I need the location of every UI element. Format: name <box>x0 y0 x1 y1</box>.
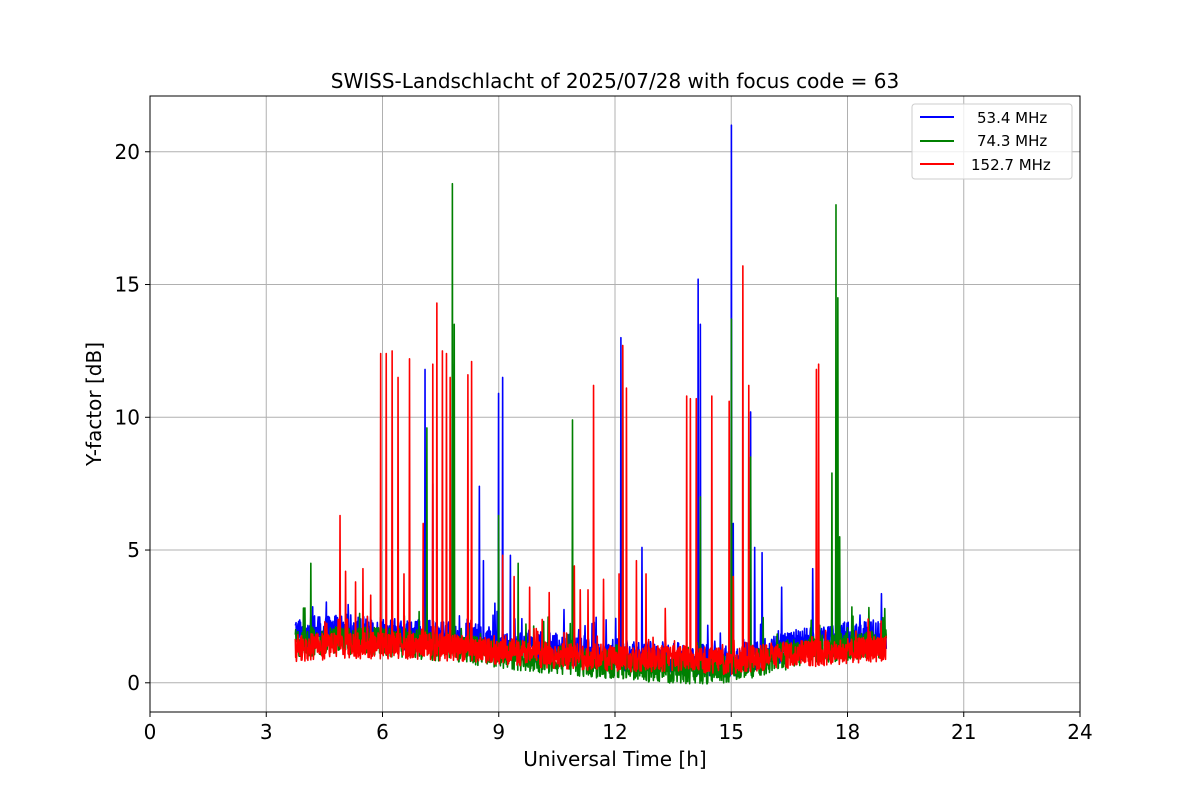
x-axis-label: Universal Time [h] <box>523 747 706 771</box>
legend-box <box>911 103 1073 180</box>
ticks: 0 3 6 9 12 15 18 21 24 0 5 10 15 20 <box>115 140 1093 744</box>
x-tick-label: 21 <box>951 720 976 744</box>
x-tick-label: 6 <box>376 720 389 744</box>
x-tick-label: 9 <box>492 720 505 744</box>
chart-title: SWISS-Landschlacht of 2025/07/28 with fo… <box>331 69 899 93</box>
legend: 53.4 MHz 74.3 MHz 152.7 MHz <box>911 103 1073 180</box>
y-tick-label: 10 <box>115 405 140 429</box>
y-tick-label: 0 <box>127 671 140 695</box>
y-tick-label: 20 <box>115 140 140 164</box>
series-line-152-7-mhz <box>294 265 887 675</box>
legend-label-152mhz: 152.7 MHz <box>971 156 1051 174</box>
legend-label-53mhz: 53.4 MHz <box>977 109 1047 127</box>
x-tick-label: 3 <box>260 720 273 744</box>
legend-label-74mhz: 74.3 MHz <box>977 132 1047 150</box>
x-tick-label: 18 <box>835 720 860 744</box>
x-tick-label: 15 <box>719 720 744 744</box>
y-axis-label: Y-factor [dB] <box>82 342 106 467</box>
x-tick-label: 12 <box>602 720 627 744</box>
y-tick-label: 5 <box>127 538 140 562</box>
y-tick-label: 15 <box>115 273 140 297</box>
series-layer <box>294 124 888 685</box>
x-tick-label: 24 <box>1067 720 1092 744</box>
x-tick-label: 0 <box>144 720 157 744</box>
